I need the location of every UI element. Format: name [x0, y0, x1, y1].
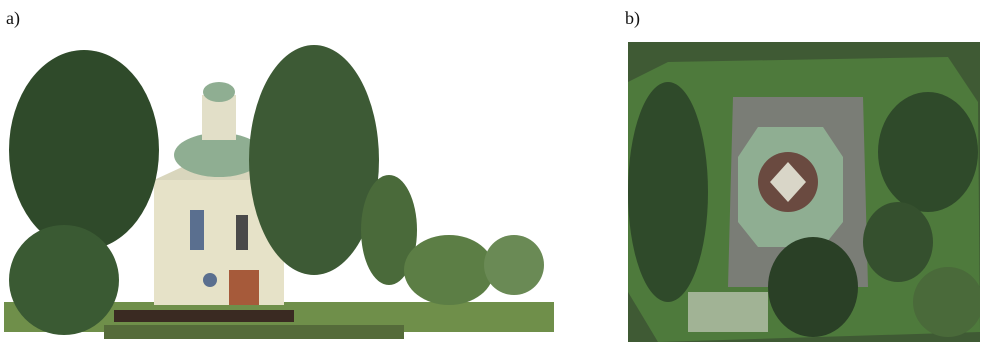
point-cloud-top-view: [628, 42, 980, 342]
figure: a) b): [0, 0, 984, 345]
point-cloud-front-view: [4, 40, 560, 345]
panel-label: a): [6, 8, 20, 29]
panel-label: b): [625, 8, 640, 29]
